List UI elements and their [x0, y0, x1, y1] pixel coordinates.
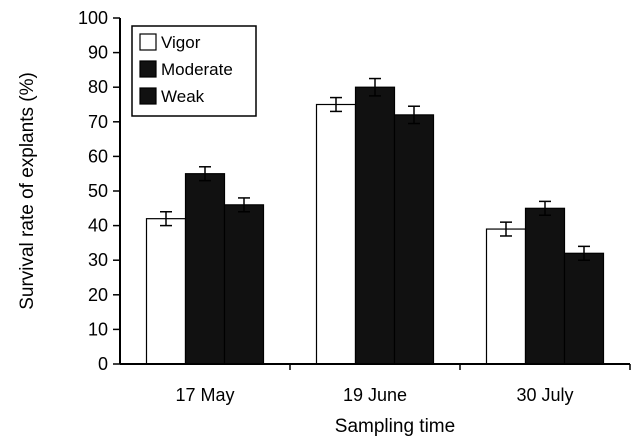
bar	[393, 114, 435, 365]
y-tick-label: 10	[88, 319, 108, 339]
bar	[485, 228, 527, 365]
x-tick-label: 19 June	[343, 385, 407, 405]
y-tick-label: 0	[98, 354, 108, 374]
legend-label: Moderate	[161, 60, 233, 79]
y-tick-label: 40	[88, 216, 108, 236]
legend-label: Vigor	[161, 33, 201, 52]
y-tick-label: 80	[88, 77, 108, 97]
bar	[315, 103, 357, 365]
x-tick-label: 30 July	[516, 385, 573, 405]
y-tick-label: 90	[88, 43, 108, 63]
legend-swatch	[139, 33, 157, 51]
bar	[524, 207, 566, 365]
y-tick-label: 60	[88, 146, 108, 166]
y-tick-label: 30	[88, 250, 108, 270]
y-axis-ticks: 0 10 20 30 40 50 60 70 80 90 100	[78, 8, 120, 374]
axes	[119, 18, 630, 365]
bar-series	[145, 77, 605, 365]
bar	[145, 218, 187, 365]
bar	[563, 252, 605, 365]
x-tick-label: 17 May	[175, 385, 234, 405]
legend: Vigor Moderate Weak	[131, 25, 257, 117]
bar	[354, 86, 396, 365]
legend-label: Weak	[161, 87, 205, 106]
y-tick-label: 70	[88, 112, 108, 132]
y-tick-label: 100	[78, 8, 108, 28]
bar	[223, 204, 265, 365]
y-tick-label: 50	[88, 181, 108, 201]
bar	[184, 173, 226, 365]
legend-swatch	[139, 87, 157, 105]
x-axis-title: Sampling time	[335, 416, 455, 437]
legend-swatch	[139, 60, 157, 78]
y-axis-title: Survival rate of explants (%)	[17, 72, 38, 310]
y-tick-label: 20	[88, 285, 108, 305]
x-axis-ticks: 17 May 19 June 30 July	[175, 364, 631, 405]
